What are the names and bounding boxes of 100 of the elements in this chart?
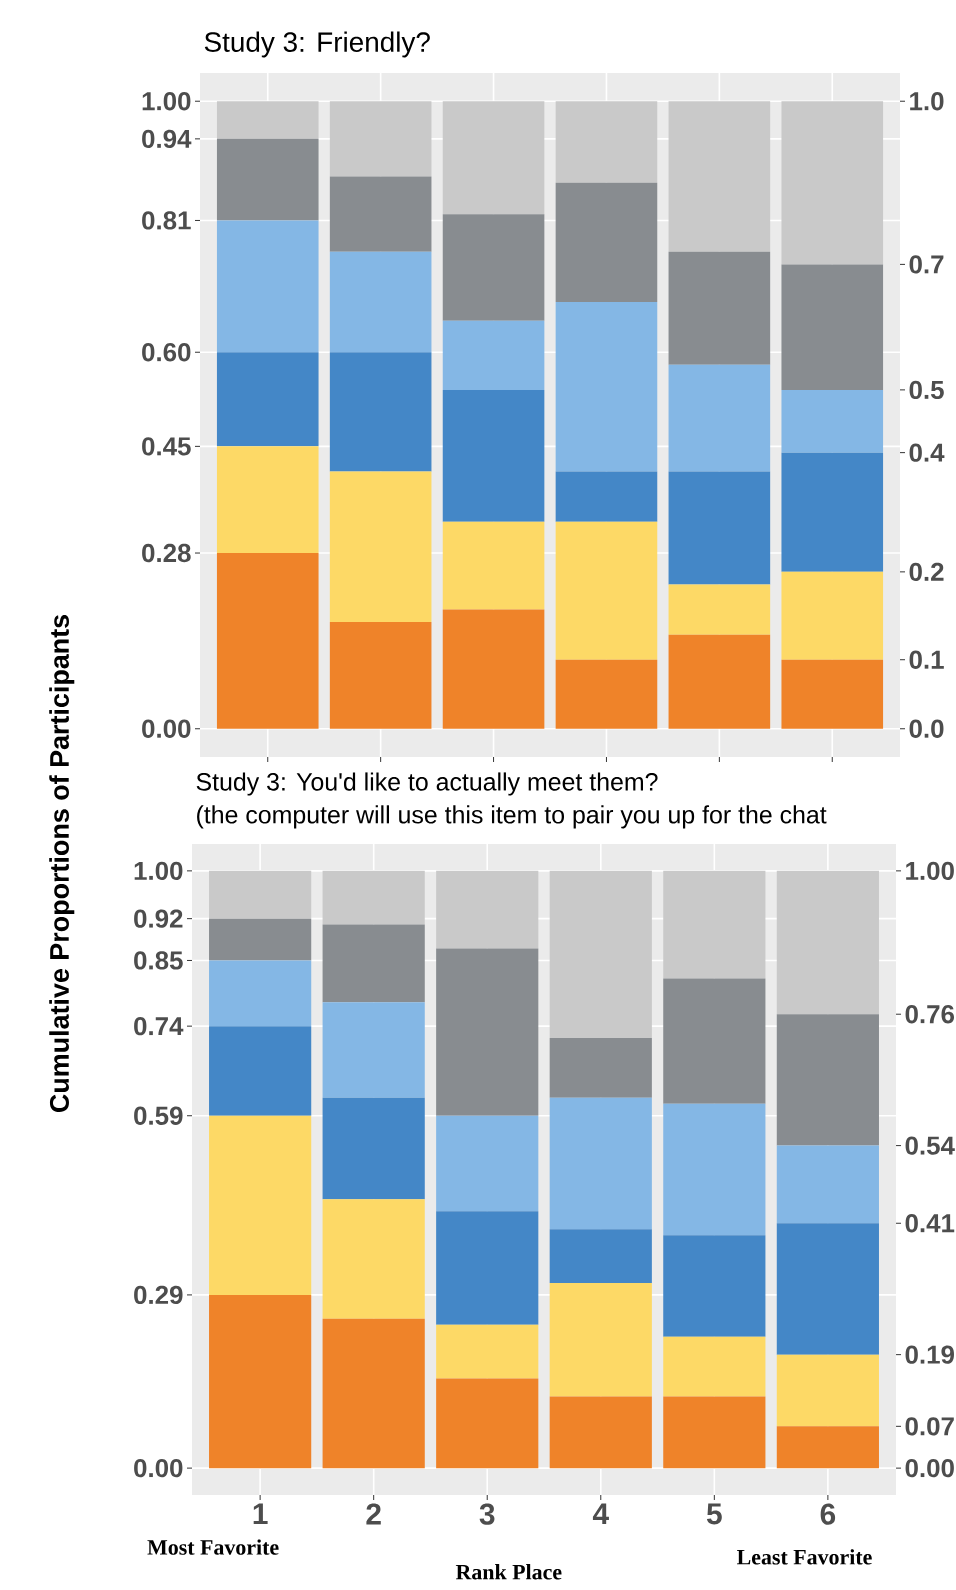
chart-title: Study 3: Friendly? xyxy=(204,31,430,58)
bar xyxy=(555,101,658,183)
bar xyxy=(329,176,432,252)
x-axis-title: Rank Place xyxy=(455,1564,562,1580)
y2-tick-label: 1.00 xyxy=(906,861,954,881)
bar xyxy=(322,870,425,925)
y-axis-title: Cumulative Proportions of Participants xyxy=(49,615,75,1113)
bar xyxy=(549,1097,652,1230)
bar xyxy=(216,553,319,729)
bar xyxy=(322,1097,425,1200)
bar xyxy=(436,948,539,1116)
bar xyxy=(442,214,545,321)
y2-tick-label: 0.2 xyxy=(909,562,944,582)
bar xyxy=(668,251,771,365)
bar xyxy=(555,182,658,303)
bar xyxy=(776,1223,879,1355)
bar xyxy=(781,571,884,660)
bar xyxy=(549,1396,652,1469)
bar xyxy=(668,101,771,252)
text: Least Favorite xyxy=(737,1549,872,1565)
bar xyxy=(555,302,658,472)
chart-subtitle: (the computer will use this item to pair you up for the chat xyxy=(197,805,827,829)
y2-tick-label: 0.54 xyxy=(905,1136,955,1155)
bar xyxy=(442,101,545,215)
bar xyxy=(442,609,545,729)
bar xyxy=(442,389,545,522)
bar xyxy=(209,1294,312,1469)
y2-tick-label: 0.07 xyxy=(905,1417,954,1436)
y2-tick-label: 1.0 xyxy=(910,92,944,111)
bar xyxy=(663,978,766,1104)
bar xyxy=(322,924,425,1003)
x-tick-label: 5 xyxy=(706,1503,722,1525)
chart-title: Study 3: You'd like to actually meet them? xyxy=(196,772,658,796)
y2-tick-label: 0.76 xyxy=(905,1005,955,1024)
bar xyxy=(209,1026,312,1116)
bar xyxy=(549,870,652,1039)
y-tick-label: 0.00 xyxy=(142,719,191,738)
y2-tick-label: 0.19 xyxy=(905,1345,954,1364)
y2-tick-label: 0.1 xyxy=(909,650,944,669)
bar xyxy=(668,364,771,472)
bar xyxy=(322,1002,425,1098)
bar xyxy=(668,634,771,729)
bar xyxy=(555,659,658,729)
bar xyxy=(555,521,658,660)
bar xyxy=(436,1211,539,1325)
bar xyxy=(549,1282,652,1397)
bar xyxy=(663,1235,766,1337)
bar xyxy=(776,870,879,1015)
bar xyxy=(776,1426,879,1469)
bar xyxy=(668,584,771,635)
bar xyxy=(216,352,319,447)
bar xyxy=(209,1115,312,1295)
bar xyxy=(663,1396,766,1469)
bar xyxy=(216,101,319,139)
y2-tick-label: 0.0 xyxy=(909,719,944,738)
bar xyxy=(781,659,884,729)
bar xyxy=(776,1354,879,1427)
bar xyxy=(329,471,432,623)
bar xyxy=(663,870,766,979)
bar xyxy=(668,471,771,585)
bar xyxy=(329,622,432,729)
y-tick-label: 0.60 xyxy=(142,343,191,362)
bar xyxy=(329,352,432,472)
y2-tick-label: 0.00 xyxy=(905,1458,954,1478)
bar xyxy=(776,1145,879,1224)
bar xyxy=(549,1038,652,1098)
bar xyxy=(322,1199,425,1319)
y-tick-label: 0.00 xyxy=(134,1458,183,1478)
text: Most Favorite xyxy=(147,1539,279,1555)
bar xyxy=(216,138,319,221)
bar xyxy=(776,1014,879,1146)
bar xyxy=(549,1229,652,1283)
bar xyxy=(209,870,312,919)
bar xyxy=(663,1103,766,1236)
bar xyxy=(329,101,432,177)
y-tick-label: 0.59 xyxy=(134,1106,183,1125)
y-tick-label: 0.81 xyxy=(142,211,191,230)
bar xyxy=(781,264,884,390)
bar xyxy=(322,1318,425,1469)
y-tick-label: 0.28 xyxy=(142,543,191,563)
x-tick-label: 2 xyxy=(366,1503,381,1525)
x-tick-label: 1 xyxy=(253,1503,268,1525)
bar xyxy=(781,452,884,572)
y-tick-label: 0.29 xyxy=(134,1285,183,1305)
y-tick-label: 0.92 xyxy=(134,909,183,928)
y-tick-label: 0.94 xyxy=(142,129,192,149)
bar xyxy=(781,101,884,265)
bar xyxy=(442,320,545,390)
bar xyxy=(663,1336,766,1397)
y2-tick-label: 0.5 xyxy=(909,380,944,400)
x-tick-label: 4 xyxy=(592,1503,609,1525)
bar xyxy=(329,251,432,353)
bar xyxy=(209,960,312,1027)
y-tick-label: 0.45 xyxy=(142,437,191,456)
y2-tick-label: 0.4 xyxy=(909,443,945,462)
x-tick-label: 3 xyxy=(479,1503,495,1525)
y-tick-label: 1.00 xyxy=(142,92,191,111)
bar xyxy=(209,918,312,961)
bar xyxy=(436,1378,539,1469)
y-tick-label: 0.85 xyxy=(134,951,183,970)
